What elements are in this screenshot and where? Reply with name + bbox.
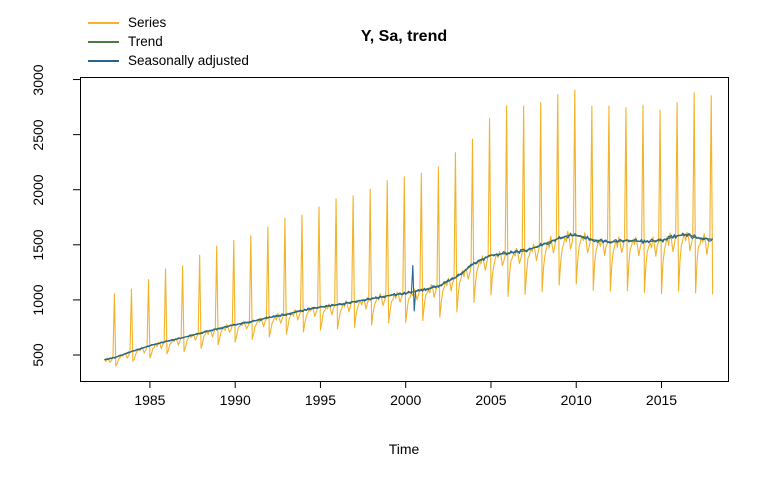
legend-label-trend: Trend xyxy=(128,34,163,49)
x-tick-label: 1995 xyxy=(304,392,337,408)
trend-line xyxy=(104,233,713,361)
y-tick-label: 500 xyxy=(30,343,46,367)
trend-line-swatch xyxy=(88,40,119,43)
y-tick-label: 3000 xyxy=(30,63,46,96)
seasonally-adjusted-line xyxy=(104,232,714,361)
series-line xyxy=(103,89,714,367)
legend-label-seasonally-adjusted: Seasonally adjusted xyxy=(128,53,249,68)
x-tick-label: 2015 xyxy=(645,392,678,408)
series-line-swatch xyxy=(88,21,119,24)
y-tick-label: 1500 xyxy=(30,229,46,261)
x-tick-label: 1985 xyxy=(134,392,166,408)
seasonally-adjusted-line-swatch xyxy=(88,59,119,62)
legend-item-seasonally-adjusted: Seasonally adjusted xyxy=(88,51,249,70)
y-tick-label: 2500 xyxy=(30,119,46,151)
legend: Series Trend Seasonally adjusted xyxy=(88,13,249,70)
x-tick-label: 2005 xyxy=(475,392,507,408)
x-tick-label: 2010 xyxy=(560,392,592,408)
y-tick-label: 1000 xyxy=(30,284,46,316)
chart-title: Y, Sa, trend xyxy=(360,28,448,45)
x-axis-title: Time xyxy=(388,441,420,457)
legend-item-series: Series xyxy=(88,13,249,32)
x-tick-label: 2000 xyxy=(390,392,422,408)
x-tick-label: 1990 xyxy=(219,392,251,408)
plot-box xyxy=(80,77,729,382)
y-tick-label: 2000 xyxy=(30,174,46,206)
legend-item-trend: Trend xyxy=(88,32,249,51)
legend-label-series: Series xyxy=(128,15,167,30)
